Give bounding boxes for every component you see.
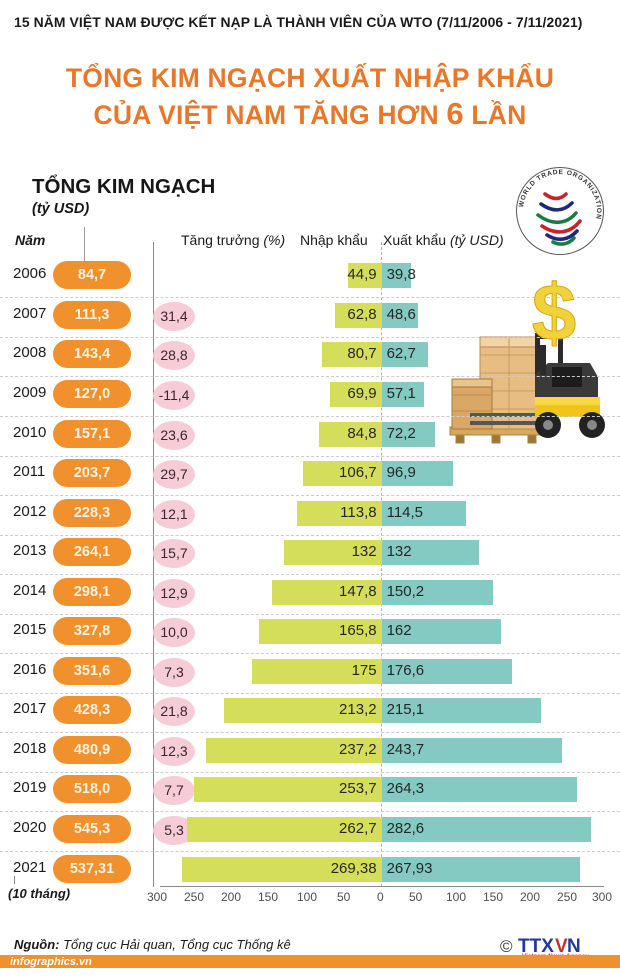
svg-text:infographics.vn: infographics.vn	[10, 956, 92, 968]
svg-text:WORLD TRADE ORGANIZATION: WORLD TRADE ORGANIZATION	[518, 169, 602, 220]
